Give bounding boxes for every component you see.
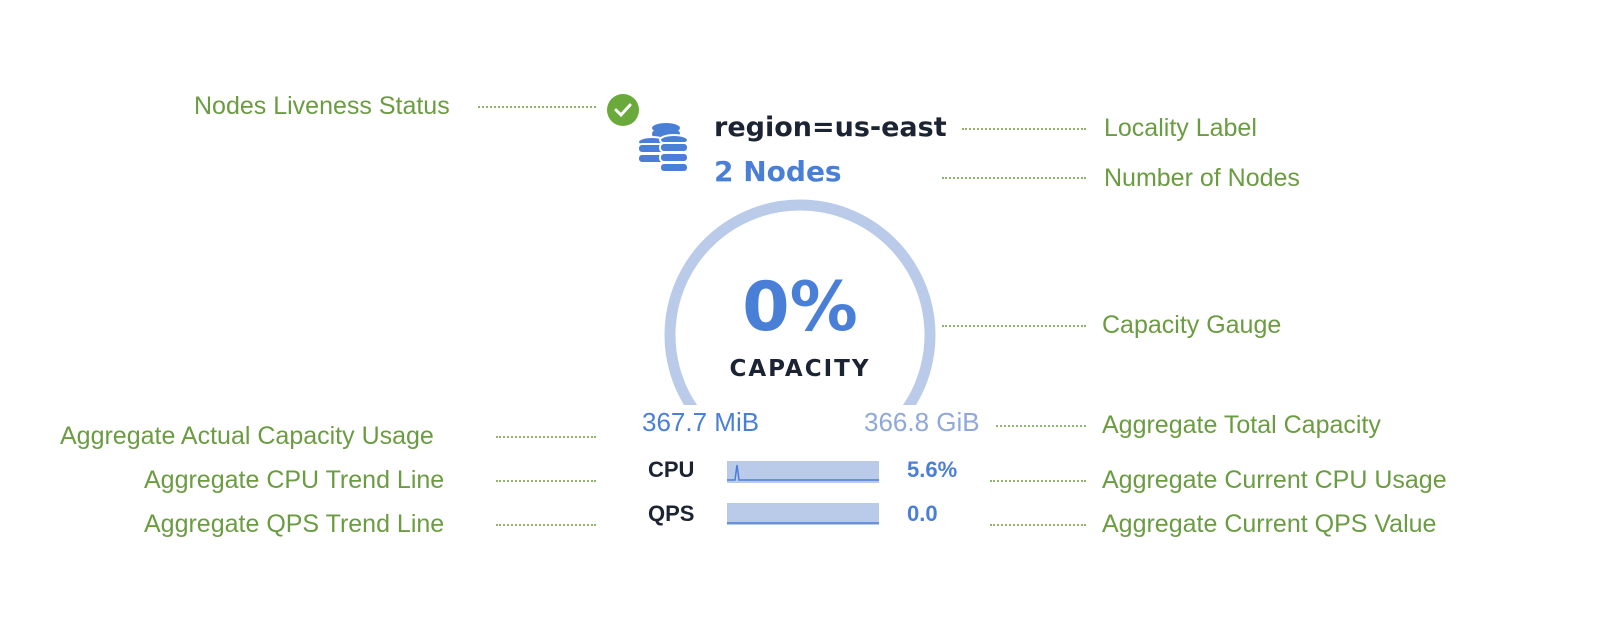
leader-line [496, 524, 596, 526]
annotation-gauge: Capacity Gauge [1102, 311, 1282, 339]
leader-line [996, 425, 1086, 427]
used-capacity: 367.7 MiB [642, 407, 760, 437]
total-capacity: 366.8 GiB [864, 407, 980, 437]
cpu-label: CPU [648, 457, 695, 482]
annotation-cpu-trend: Aggregate CPU Trend Line [144, 466, 445, 494]
annotation-liveness: Nodes Liveness Status [194, 92, 450, 120]
cpu-value: 5.6% [907, 457, 958, 482]
liveness-check-icon [607, 94, 639, 126]
gauge-track [664, 199, 936, 405]
leader-line [990, 480, 1086, 482]
leader-line [478, 106, 596, 108]
qps-value: 0.0 [907, 501, 938, 526]
leader-line [942, 177, 1086, 179]
leader-line [942, 325, 1086, 327]
node-count[interactable]: 2 Nodes [714, 155, 842, 188]
qps-sparkline [727, 503, 879, 525]
annotation-total: Aggregate Total Capacity [1102, 411, 1381, 439]
annotation-qps-trend: Aggregate QPS Trend Line [144, 510, 445, 538]
qps-label: QPS [648, 501, 695, 526]
capacity-gauge [664, 199, 936, 405]
leader-line [962, 128, 1086, 130]
leader-line [496, 436, 596, 438]
capacity-percent: 0% [742, 268, 858, 347]
leader-line [496, 480, 596, 482]
annotation-qps-current: Aggregate Current QPS Value [1102, 510, 1437, 538]
cpu-sparkline [727, 461, 879, 483]
leader-line [990, 524, 1086, 526]
annotation-cpu-current: Aggregate Current CPU Usage [1102, 466, 1447, 494]
annotation-nodes: Number of Nodes [1104, 164, 1300, 192]
locality-label: region=us-east [714, 112, 947, 143]
database-icon [637, 122, 694, 187]
capacity-label: CAPACITY [729, 356, 871, 382]
annotation-usage: Aggregate Actual Capacity Usage [60, 422, 434, 450]
annotation-locality: Locality Label [1104, 114, 1257, 142]
